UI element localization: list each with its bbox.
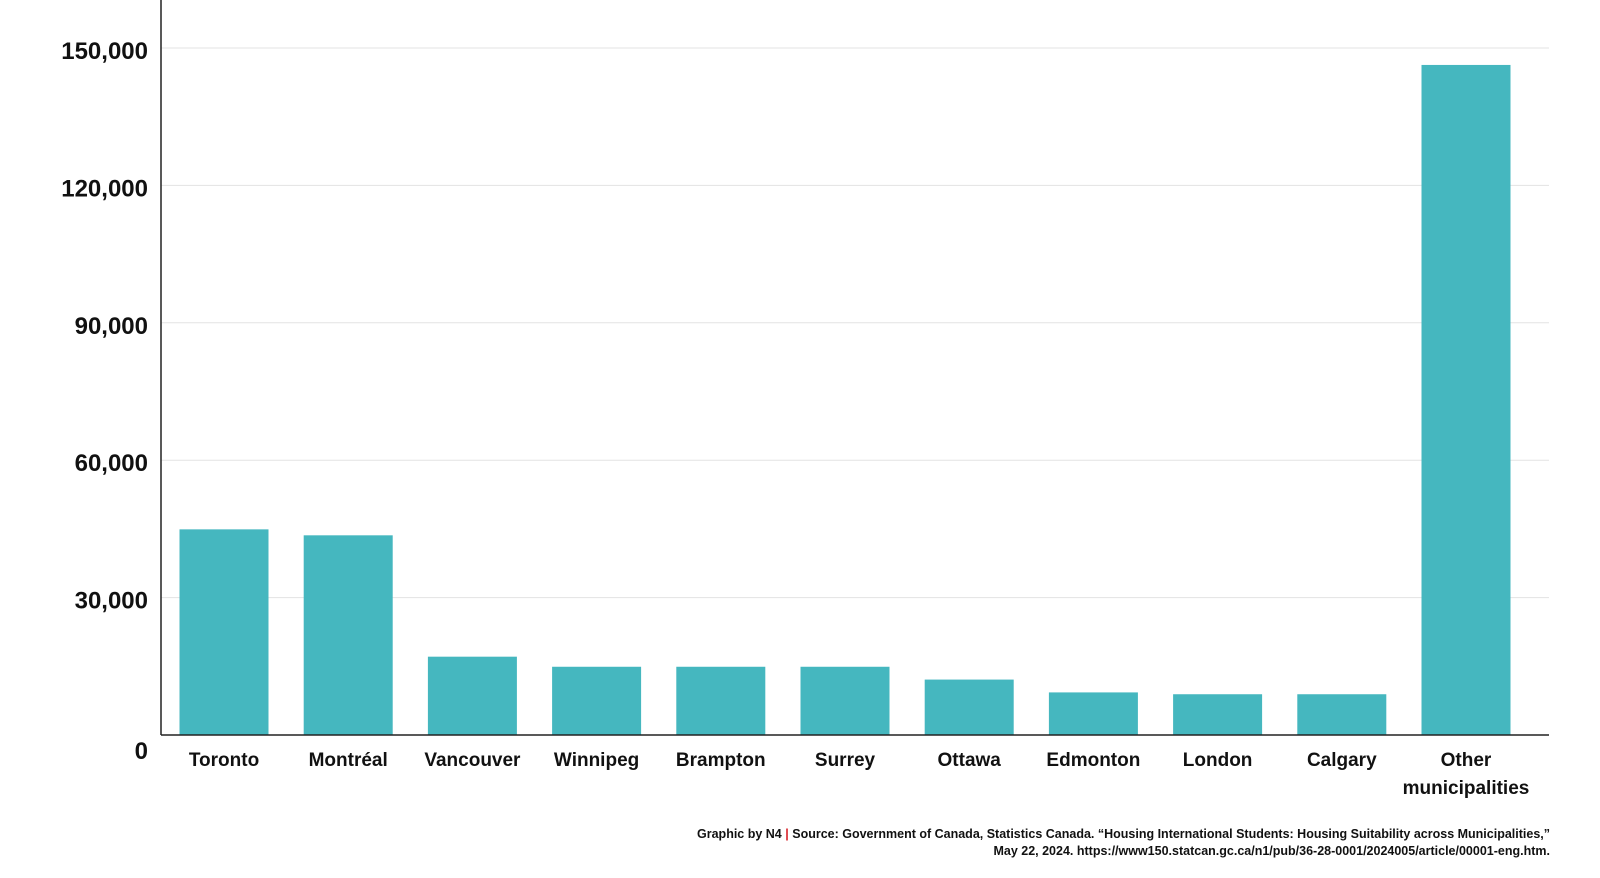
bar: [1173, 694, 1263, 735]
x-category-label: Ottawa: [938, 750, 1002, 771]
y-tick-label: 90,000: [75, 313, 148, 340]
graphic-credit: Graphic by N4: [697, 827, 782, 841]
x-category-label: Edmonton: [1046, 750, 1140, 771]
x-category-label: Winnipeg: [554, 750, 639, 771]
bar: [924, 679, 1014, 735]
x-category-label: London: [1183, 750, 1253, 771]
y-tick-label: 120,000: [61, 175, 148, 202]
y-tick-label: 60,000: [75, 450, 148, 477]
bar-chart: 0 30,000 60,000 90,000 120,000 150,000 Toronto…: [61, 0, 1549, 799]
bar: [427, 656, 517, 735]
x-category-label: Other: [1441, 750, 1492, 771]
x-category-label: Brampton: [676, 750, 766, 771]
bar: [800, 666, 890, 735]
source-line-2: May 22, 2024. https://www150.statcan.gc.…: [993, 844, 1550, 858]
y-tick-label: 0: [135, 738, 148, 765]
bar: [1297, 694, 1387, 735]
bar: [1048, 692, 1138, 735]
x-category-label: Montréal: [309, 750, 388, 771]
y-tick-label: 150,000: [61, 38, 148, 65]
y-tick-label: 30,000: [75, 588, 148, 615]
x-category-label: Toronto: [189, 750, 259, 771]
source-line-1: Graphic by N4 | Source: Government of Ca…: [450, 826, 1550, 843]
bar: [179, 529, 269, 735]
x-category-label: Vancouver: [424, 750, 521, 771]
source-note: Graphic by N4 | Source: Government of Ca…: [450, 826, 1550, 860]
credit-separator: |: [785, 827, 789, 841]
source-citation: Source: Government of Canada, Statistics…: [792, 827, 1550, 841]
x-category-label: Calgary: [1307, 750, 1377, 771]
x-category-label: municipalities: [1403, 778, 1530, 799]
bar: [303, 535, 393, 735]
x-category-label: Surrey: [815, 750, 876, 771]
bar: [676, 666, 766, 735]
bar: [552, 666, 642, 735]
bar: [1421, 64, 1511, 736]
